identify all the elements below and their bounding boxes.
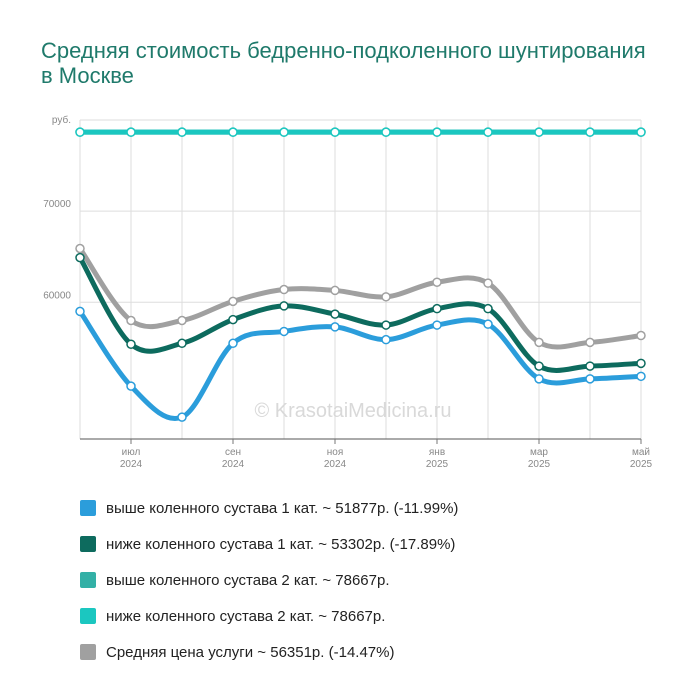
data-point — [636, 330, 646, 341]
data-point — [432, 277, 442, 287]
x-tick-month: сен — [225, 447, 241, 458]
x-tick-month: ноя — [327, 447, 344, 458]
data-point — [432, 303, 442, 314]
legend-swatch — [80, 572, 96, 588]
data-point — [534, 374, 544, 384]
data-point — [75, 252, 85, 263]
data-point — [228, 338, 238, 349]
data-point — [534, 361, 544, 371]
legend: выше коленного сустава 1 кат. ~ 51877р. … — [80, 490, 458, 670]
data-point — [585, 337, 595, 348]
legend-label: Средняя цена услуги ~ 56351р. (-14.47%) — [106, 643, 395, 661]
legend-item[interactable]: Средняя цена услуги ~ 56351р. (-14.47%) — [80, 634, 458, 670]
data-point — [279, 326, 289, 337]
legend-swatch — [80, 608, 96, 624]
watermark: © KrasotaiMedicina.ru — [254, 400, 451, 422]
data-point — [279, 127, 289, 137]
x-tick-year: 2025 — [426, 459, 449, 470]
data-point — [381, 334, 391, 345]
data-point — [126, 127, 136, 137]
legend-item[interactable]: ниже коленного сустава 2 кат. ~ 78667р. — [80, 598, 458, 634]
data-point — [534, 127, 544, 137]
legend-label: выше коленного сустава 2 кат. ~ 78667р. — [106, 571, 390, 589]
data-point — [636, 358, 646, 369]
data-point — [330, 285, 340, 296]
series-1 — [75, 306, 646, 422]
data-point — [75, 127, 85, 137]
x-tick-year: 2024 — [324, 459, 347, 470]
data-point — [177, 338, 187, 349]
line-chart: © KrasotaiMedicina.ru 6000070000руб.июл2… — [43, 114, 652, 470]
data-point — [381, 127, 391, 137]
x-tick-year: 2024 — [120, 459, 143, 470]
x-tick-year: 2024 — [222, 459, 245, 470]
data-point — [228, 296, 238, 307]
data-point — [381, 320, 391, 330]
legend-item[interactable]: выше коленного сустава 2 кат. ~ 78667р. — [80, 562, 458, 598]
legend-swatch — [80, 644, 96, 660]
data-point — [330, 322, 340, 332]
data-point — [432, 127, 442, 137]
series-0 — [75, 243, 646, 350]
data-point — [483, 303, 493, 314]
legend-label: ниже коленного сустава 2 кат. ~ 78667р. — [106, 607, 386, 625]
data-point — [75, 306, 85, 317]
data-point — [636, 127, 646, 137]
series-layer — [75, 127, 646, 422]
legend-label: ниже коленного сустава 1 кат. ~ 53302р. … — [106, 535, 456, 553]
legend-swatch — [80, 536, 96, 552]
x-tick-year: 2025 — [528, 459, 551, 470]
data-point — [381, 292, 391, 302]
data-point — [228, 127, 238, 137]
data-point — [483, 127, 493, 137]
data-point — [330, 309, 340, 319]
legend-label: выше коленного сустава 1 кат. ~ 51877р. … — [106, 499, 459, 517]
data-point — [126, 339, 136, 349]
x-tick-month: мар — [530, 447, 548, 458]
data-point — [483, 319, 493, 329]
data-point — [432, 320, 442, 330]
data-point — [585, 374, 595, 384]
data-point — [177, 315, 187, 326]
legend-item[interactable]: ниже коленного сустава 1 кат. ~ 53302р. … — [80, 526, 458, 562]
series-4 — [75, 127, 646, 137]
legend-item[interactable]: выше коленного сустава 1 кат. ~ 51877р. … — [80, 490, 458, 526]
y-axis-unit: руб. — [52, 114, 71, 126]
data-point — [279, 301, 289, 311]
data-point — [228, 314, 238, 325]
x-tick-month: янв — [429, 447, 445, 458]
data-point — [636, 371, 646, 382]
data-point — [585, 127, 595, 137]
data-point — [177, 412, 187, 422]
data-point — [177, 127, 187, 137]
x-tick-year: 2025 — [630, 459, 653, 470]
chart-title: Средняя стоимость бедренно-подколенного … — [41, 38, 646, 88]
grid — [79, 119, 642, 444]
legend-swatch — [80, 500, 96, 516]
data-point — [126, 381, 136, 391]
y-tick-label: 60000 — [43, 290, 71, 301]
series-2 — [75, 252, 646, 373]
x-tick-month: май — [632, 447, 650, 458]
axis-labels: 6000070000руб.июл2024сен2024ноя2024янв20… — [43, 114, 652, 470]
data-point — [483, 278, 493, 288]
series-line — [77, 255, 644, 373]
data-point — [126, 315, 136, 326]
data-point — [279, 284, 289, 295]
data-point — [585, 361, 595, 371]
data-point — [534, 337, 544, 348]
data-point — [75, 243, 85, 254]
x-tick-month: июл — [122, 447, 141, 458]
y-tick-label: 70000 — [43, 199, 71, 210]
data-point — [330, 127, 340, 137]
